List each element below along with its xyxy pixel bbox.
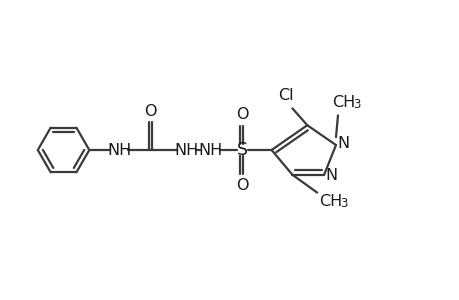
Text: O: O — [144, 104, 157, 119]
Text: O: O — [235, 178, 247, 193]
Text: Cl: Cl — [277, 88, 293, 103]
Text: N: N — [325, 168, 336, 183]
Text: NH: NH — [198, 142, 222, 158]
Text: N: N — [336, 136, 348, 151]
Text: CH: CH — [319, 194, 342, 209]
Text: 3: 3 — [353, 98, 360, 111]
Text: CH: CH — [331, 95, 355, 110]
Text: NH: NH — [174, 142, 198, 158]
Text: NH: NH — [106, 142, 131, 158]
Text: 3: 3 — [340, 197, 347, 210]
Text: O: O — [235, 107, 247, 122]
Text: S: S — [236, 141, 247, 159]
